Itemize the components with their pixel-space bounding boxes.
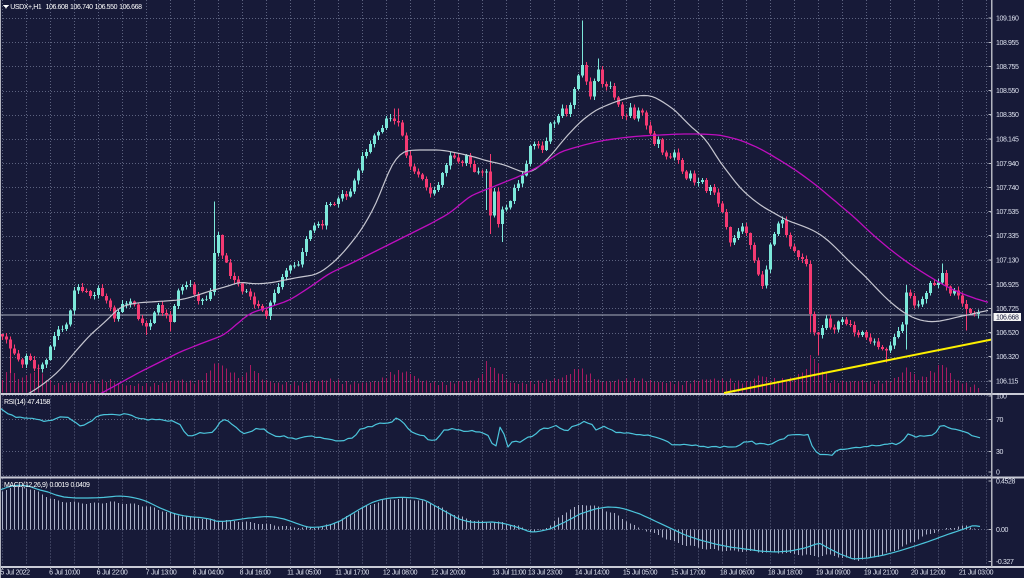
svg-text:108.350: 108.350 xyxy=(996,112,1019,119)
svg-text:11 Jul 17:00: 11 Jul 17:00 xyxy=(335,570,369,577)
svg-text:15 Jul 05:00: 15 Jul 05:00 xyxy=(623,570,658,577)
svg-text:11 Jul 05:00: 11 Jul 05:00 xyxy=(287,570,321,577)
svg-text:8 Jul 16:00: 8 Jul 16:00 xyxy=(240,570,271,577)
svg-text:18 Jul 18:00: 18 Jul 18:00 xyxy=(768,570,803,577)
svg-text:13 Jul 11:00: 13 Jul 11:00 xyxy=(492,570,526,577)
svg-text:14 Jul 14:00: 14 Jul 14:00 xyxy=(575,570,610,577)
svg-text:107.535: 107.535 xyxy=(996,209,1019,216)
svg-text:107.130: 107.130 xyxy=(996,258,1019,265)
svg-text:108.955: 108.955 xyxy=(996,40,1019,47)
svg-text:30: 30 xyxy=(996,449,1003,456)
svg-text:-0.327: -0.327 xyxy=(996,559,1014,566)
svg-text:8 Jul 04:00: 8 Jul 04:00 xyxy=(193,570,224,577)
svg-text:19 Jul 21:00: 19 Jul 21:00 xyxy=(864,570,899,577)
svg-text:109.160: 109.160 xyxy=(996,16,1019,23)
svg-text:13 Jul 23:00: 13 Jul 23:00 xyxy=(528,570,563,577)
svg-text:107.740: 107.740 xyxy=(996,185,1019,192)
svg-text:108.550: 108.550 xyxy=(996,88,1019,95)
svg-text:6 Jul 10:00: 6 Jul 10:00 xyxy=(49,570,80,577)
svg-text:20 Jul 12:00: 20 Jul 12:00 xyxy=(911,570,946,577)
svg-text:107.335: 107.335 xyxy=(996,233,1019,240)
svg-text:108.755: 108.755 xyxy=(996,64,1019,71)
svg-text:7 Jul 13:00: 7 Jul 13:00 xyxy=(146,570,177,577)
svg-text:0.00: 0.00 xyxy=(996,527,1009,534)
svg-text:100: 100 xyxy=(996,394,1007,401)
svg-text:108.145: 108.145 xyxy=(996,137,1019,144)
svg-text:12 Jul 20:00: 12 Jul 20:00 xyxy=(431,570,466,577)
svg-text:106.925: 106.925 xyxy=(996,282,1019,289)
svg-text:106.115: 106.115 xyxy=(996,379,1018,386)
svg-text:18 Jul 06:00: 18 Jul 06:00 xyxy=(720,570,755,577)
svg-text:70: 70 xyxy=(996,417,1003,424)
svg-text:106.668: 106.668 xyxy=(996,315,1019,322)
svg-text:0.4528: 0.4528 xyxy=(996,479,1016,486)
svg-text:15 Jul 17:00: 15 Jul 17:00 xyxy=(671,570,706,577)
svg-text:21 Jul 03:00: 21 Jul 03:00 xyxy=(959,570,994,577)
svg-text:19 Jul 09:00: 19 Jul 09:00 xyxy=(816,570,851,577)
svg-text:106.520: 106.520 xyxy=(996,330,1019,337)
svg-text:106.320: 106.320 xyxy=(996,354,1019,361)
svg-text:5 Jul 2022: 5 Jul 2022 xyxy=(0,570,30,577)
svg-text:MACD(12,26,9) 0.0019 0.0409: MACD(12,26,9) 0.0019 0.0409 xyxy=(4,482,90,489)
svg-text:106.725: 106.725 xyxy=(996,306,1019,313)
svg-text:USDX+,H1 106.608 106.740 106.: USDX+,H1 106.608 106.740 106.550 106.668 xyxy=(10,4,142,11)
svg-text:RSI(14) 47.4158: RSI(14) 47.4158 xyxy=(4,399,50,406)
svg-text:0: 0 xyxy=(996,470,1000,477)
svg-text:107.940: 107.940 xyxy=(996,161,1019,168)
svg-text:6 Jul 22:00: 6 Jul 22:00 xyxy=(97,570,128,577)
svg-text:12 Jul 08:00: 12 Jul 08:00 xyxy=(383,570,418,577)
